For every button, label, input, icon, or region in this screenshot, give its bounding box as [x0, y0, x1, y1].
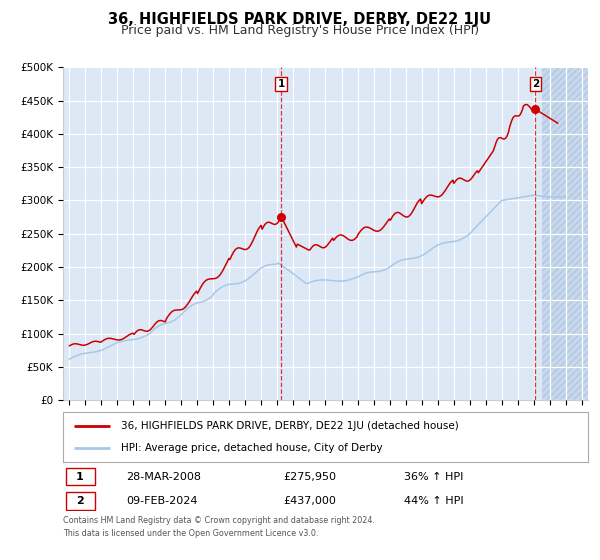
Text: 36, HIGHFIELDS PARK DRIVE, DERBY, DE22 1JU: 36, HIGHFIELDS PARK DRIVE, DERBY, DE22 1…	[109, 12, 491, 27]
Text: £437,000: £437,000	[284, 496, 337, 506]
Text: HPI: Average price, detached house, City of Derby: HPI: Average price, detached house, City…	[121, 444, 382, 454]
Text: 44% ↑ HPI: 44% ↑ HPI	[404, 496, 464, 506]
Text: 2: 2	[76, 496, 83, 506]
Text: Price paid vs. HM Land Registry's House Price Index (HPI): Price paid vs. HM Land Registry's House …	[121, 24, 479, 36]
FancyBboxPatch shape	[65, 468, 95, 486]
Text: 36% ↑ HPI: 36% ↑ HPI	[404, 472, 464, 482]
Bar	[542, 67, 588, 400]
Text: 1: 1	[76, 472, 83, 482]
FancyBboxPatch shape	[65, 492, 95, 510]
Point	[530, 105, 540, 114]
Text: Contains HM Land Registry data © Crown copyright and database right 2024.
This d: Contains HM Land Registry data © Crown c…	[63, 516, 375, 538]
Text: 2: 2	[532, 79, 539, 89]
Text: 28-MAR-2008: 28-MAR-2008	[126, 472, 201, 482]
Text: 1: 1	[278, 79, 285, 89]
Text: 36, HIGHFIELDS PARK DRIVE, DERBY, DE22 1JU (detached house): 36, HIGHFIELDS PARK DRIVE, DERBY, DE22 1…	[121, 421, 458, 431]
Text: £275,950: £275,950	[284, 472, 337, 482]
Point	[277, 212, 286, 221]
Text: 09-FEB-2024: 09-FEB-2024	[126, 496, 197, 506]
